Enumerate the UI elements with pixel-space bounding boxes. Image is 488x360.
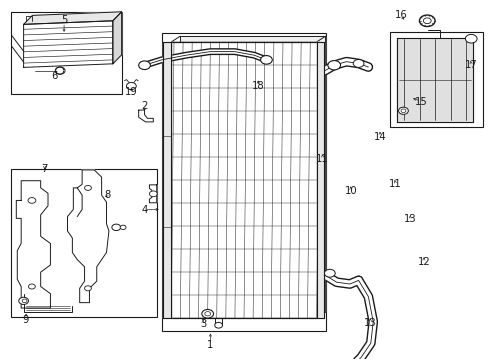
Polygon shape [180,36,325,312]
Circle shape [55,67,65,74]
Text: 14: 14 [373,132,386,142]
Polygon shape [139,110,153,122]
Text: 4: 4 [141,206,147,216]
Circle shape [149,191,157,197]
Circle shape [398,107,407,114]
Polygon shape [316,42,324,318]
Polygon shape [396,38,472,122]
Circle shape [19,297,28,305]
Circle shape [28,198,36,203]
Text: 15: 15 [414,97,427,107]
Circle shape [84,185,91,190]
Circle shape [28,284,35,289]
Text: 1: 1 [207,340,213,350]
Polygon shape [149,185,157,203]
Circle shape [22,299,27,303]
Text: 5: 5 [61,15,67,26]
Circle shape [327,60,340,70]
Polygon shape [16,181,50,308]
Circle shape [126,82,136,90]
Text: 7: 7 [41,164,48,174]
Text: 11: 11 [316,154,328,164]
Circle shape [423,18,430,24]
Circle shape [112,224,121,230]
Circle shape [204,312,210,316]
Text: 13: 13 [363,319,376,328]
Text: 3: 3 [200,319,206,329]
Polygon shape [162,42,171,318]
Circle shape [400,109,405,113]
Text: 9: 9 [23,315,29,325]
Polygon shape [171,42,316,318]
Bar [11,12,122,94]
Circle shape [84,286,91,291]
Text: 16: 16 [394,10,407,20]
Polygon shape [23,21,113,67]
Text: 13: 13 [403,215,416,224]
Polygon shape [67,170,109,303]
Text: 12: 12 [417,257,429,267]
Text: 6: 6 [51,71,58,81]
Circle shape [324,269,334,277]
Text: 17: 17 [464,60,477,70]
Circle shape [465,35,476,43]
Text: 11: 11 [388,179,401,189]
Circle shape [214,322,222,328]
Polygon shape [23,12,122,24]
Circle shape [352,59,363,67]
Circle shape [419,15,434,27]
Bar [389,32,483,127]
Circle shape [139,61,150,69]
Circle shape [202,310,213,318]
Bar [161,33,326,330]
Text: 2: 2 [141,102,147,112]
Polygon shape [113,12,122,64]
Text: 19: 19 [125,87,138,97]
Text: 8: 8 [104,190,111,200]
Circle shape [120,225,126,229]
Text: 10: 10 [344,186,356,196]
Bar [11,169,157,317]
Circle shape [260,55,272,64]
Text: 18: 18 [251,81,264,91]
